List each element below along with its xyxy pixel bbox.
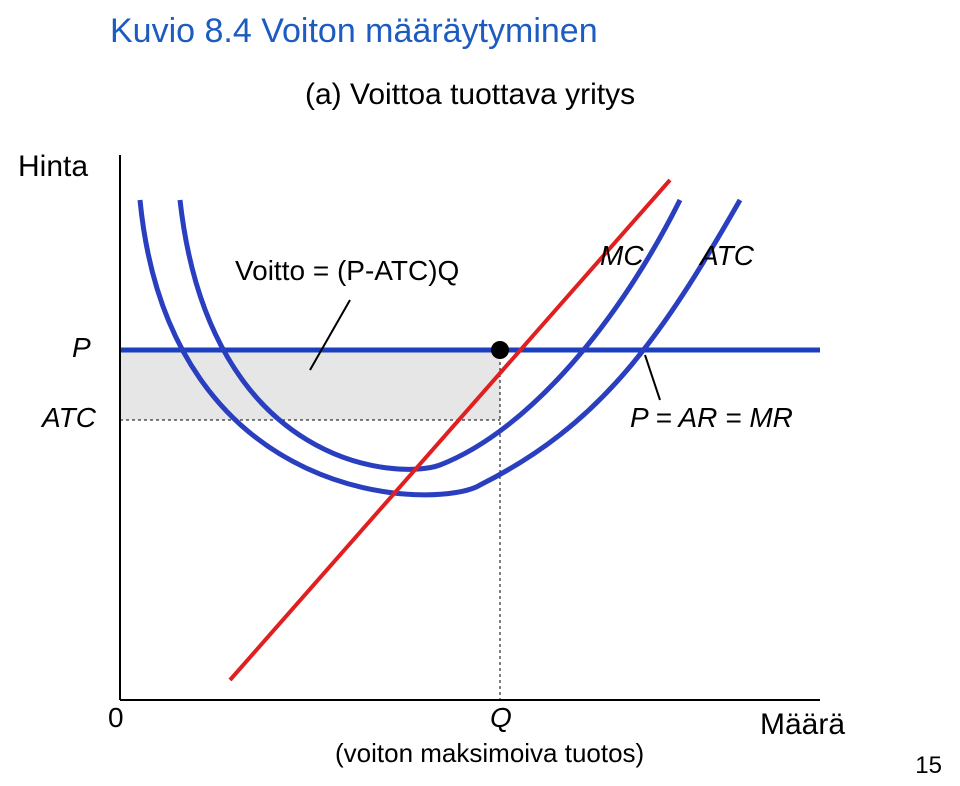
atc-level-label: ATC (42, 402, 96, 434)
figure-subtitle: (a) Voittoa tuottava yritys (305, 78, 635, 112)
page-number: 15 (915, 752, 942, 780)
mc-label: MC (600, 240, 644, 272)
chart-area: Voitto = (P-ATC)Q MC ATC P ATC P = AR = … (100, 140, 860, 720)
atc-curve-label: ATC (700, 240, 754, 272)
q-label: Q (490, 702, 512, 734)
x-axis-label: Määrä (760, 708, 845, 742)
y-axis-label-text: Hinta (18, 150, 88, 183)
figure-title-text: Kuvio 8.4 Voiton määräytyminen (110, 12, 598, 50)
figure-subtitle-text: (a) Voittoa tuottava yritys (305, 78, 635, 111)
origin-label: 0 (108, 702, 124, 734)
figure-title: Kuvio 8.4 Voiton määräytyminen (110, 12, 598, 51)
profit-formula-label: Voitto = (P-ATC)Q (235, 255, 459, 287)
page: Kuvio 8.4 Voiton määräytyminen (a) Voitt… (0, 0, 960, 786)
p-ar-mr-label: P = AR = MR (630, 402, 793, 434)
y-axis-label: Hinta (18, 150, 88, 184)
p-label: P (72, 332, 91, 364)
q-sub-label: (voiton maksimoiva tuotos) (335, 738, 644, 769)
